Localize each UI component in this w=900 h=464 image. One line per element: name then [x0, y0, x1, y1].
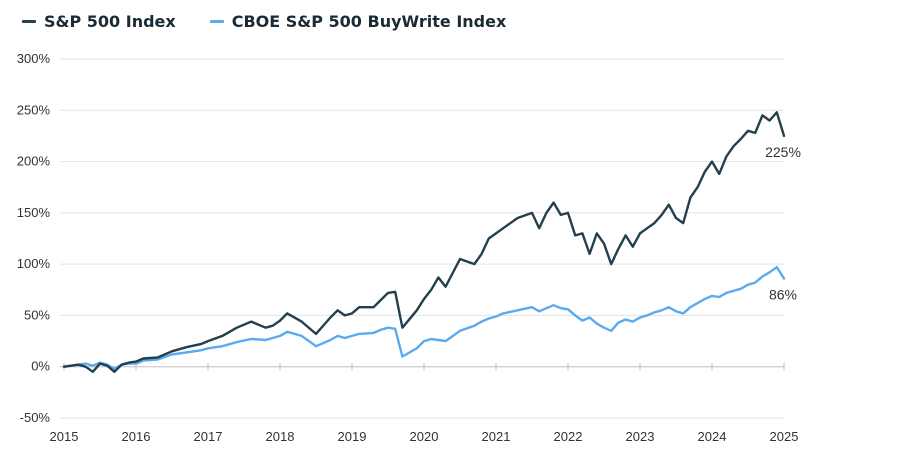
- y-tick-label: 150%: [17, 205, 51, 220]
- y-tick-label: -50%: [20, 410, 51, 425]
- y-tick-label: 0%: [31, 359, 50, 374]
- y-tick-label: 250%: [17, 102, 51, 117]
- legend-swatch-sp500: [22, 20, 36, 23]
- legend: S&P 500 Index CBOE S&P 500 BuyWrite Inde…: [22, 12, 506, 31]
- y-tick-label: 300%: [17, 51, 51, 66]
- x-tick-label: 2022: [554, 429, 583, 444]
- x-tick-label: 2024: [698, 429, 727, 444]
- x-tick-label: 2020: [410, 429, 439, 444]
- x-tick-label: 2019: [338, 429, 367, 444]
- legend-item-buywrite: CBOE S&P 500 BuyWrite Index: [209, 12, 507, 31]
- legend-swatch-buywrite: [209, 20, 224, 23]
- legend-label-sp500: S&P 500 Index: [44, 12, 176, 31]
- legend-item-sp500: S&P 500 Index: [22, 12, 176, 31]
- series-line-sp500: [62, 111, 786, 373]
- legend-label-buywrite: CBOE S&P 500 BuyWrite Index: [231, 12, 507, 31]
- x-tick-label: 2016: [122, 429, 151, 444]
- x-tick-label: 2025: [770, 429, 799, 444]
- end-label-sp500: 225%: [765, 144, 801, 160]
- end-label-buywrite: 86%: [769, 287, 797, 303]
- y-tick-label: 100%: [17, 256, 51, 271]
- x-tick-label: 2023: [626, 429, 655, 444]
- series-line-buywrite: [62, 266, 786, 370]
- y-tick-label: 200%: [17, 154, 51, 169]
- x-tick-label: 2017: [194, 429, 223, 444]
- x-tick-label: 2018: [266, 429, 295, 444]
- x-tick-label: 2015: [50, 429, 79, 444]
- y-tick-label: 50%: [24, 307, 50, 322]
- x-tick-label: 2021: [482, 429, 511, 444]
